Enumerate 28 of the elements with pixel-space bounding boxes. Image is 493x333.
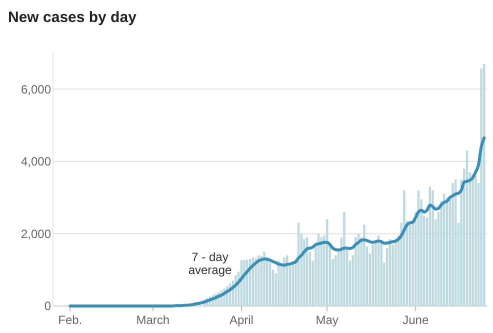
- bar: [408, 224, 412, 306]
- bar: [452, 183, 454, 306]
- bar: [443, 194, 446, 306]
- y-tick-label: 2,000: [20, 226, 52, 241]
- x-tick-label: June: [402, 313, 429, 327]
- x-tick-label: Feb.: [58, 313, 82, 327]
- bar: [263, 252, 266, 306]
- bar: [372, 244, 374, 306]
- bar: [363, 224, 366, 306]
- bar: [403, 190, 406, 306]
- y-tick-label: 0: [44, 299, 52, 314]
- bar: [254, 258, 257, 306]
- bar: [483, 64, 486, 306]
- bar: [472, 174, 474, 306]
- y-tick-label: 6,000: [20, 82, 52, 96]
- annotation: 7 - day average: [188, 250, 232, 277]
- x-tick-label: March: [136, 313, 170, 327]
- x-tick-label: May: [316, 313, 338, 327]
- bar: [354, 237, 357, 306]
- bar: [246, 260, 248, 306]
- line-series: [68, 136, 486, 308]
- bar: [432, 190, 434, 306]
- x-tick-label: April: [229, 313, 254, 327]
- y-tick-label: 4,000: [20, 154, 52, 169]
- bar: [334, 255, 337, 306]
- bar: [283, 257, 286, 306]
- chart-title: New cases by day: [8, 9, 138, 26]
- bar: [343, 212, 346, 306]
